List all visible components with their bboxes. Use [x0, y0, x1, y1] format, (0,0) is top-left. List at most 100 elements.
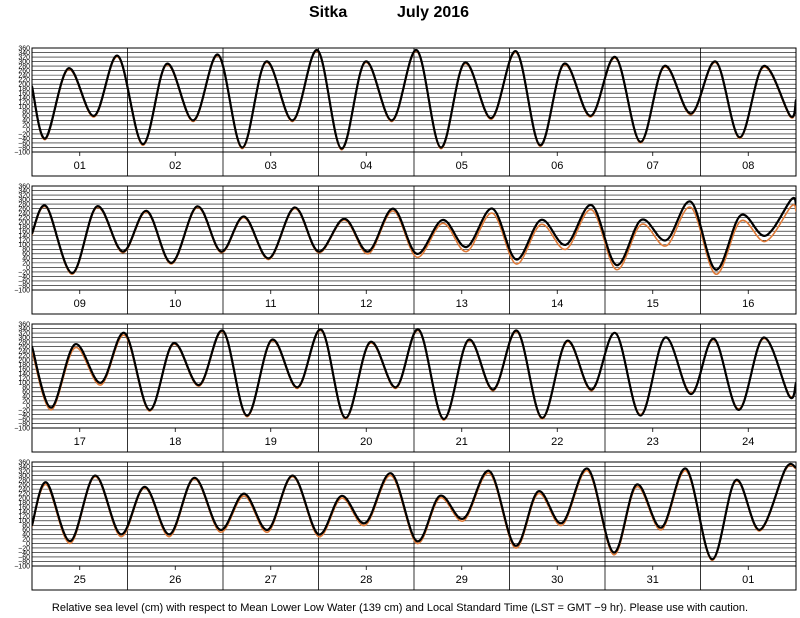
y-tick-label: 300	[18, 473, 30, 480]
day-label: 15	[647, 298, 659, 310]
y-tick-label: 200	[18, 496, 30, 503]
y-tick-label: 100	[18, 242, 30, 249]
day-label: 23	[647, 436, 659, 448]
y-tick-label: 140	[18, 371, 30, 378]
y-tick-label: 240	[18, 73, 30, 80]
day-label: 31	[647, 574, 659, 586]
y-tick-label: −40	[18, 550, 30, 557]
panel-3: 3603403203002802602402202001801601401201…	[14, 321, 797, 453]
y-tick-label: −40	[18, 412, 30, 419]
y-tick-label: 120	[18, 100, 30, 107]
y-tick-label: 60	[22, 251, 30, 258]
y-tick-label: 200	[18, 82, 30, 89]
y-tick-label: 220	[18, 215, 30, 222]
series-line-observed	[32, 328, 796, 421]
y-tick-label: 100	[18, 380, 30, 387]
y-tick-label: −60	[18, 140, 30, 147]
series-line-observed	[32, 49, 796, 150]
day-label: 25	[74, 574, 86, 586]
series-line-observed	[32, 196, 796, 275]
y-tick-label: 60	[22, 527, 30, 534]
day-label: 01	[74, 160, 86, 172]
y-tick-label: 320	[18, 192, 30, 199]
day-label: 13	[456, 298, 468, 310]
title-month: July 2016	[397, 4, 470, 21]
y-tick-label: 340	[18, 50, 30, 57]
y-tick-label: 160	[18, 91, 30, 98]
y-tick-label: 60	[22, 113, 30, 120]
y-tick-label: 120	[18, 376, 30, 383]
series-line-predicted	[32, 204, 796, 275]
y-tick-label: 80	[22, 247, 30, 254]
y-tick-label: 240	[18, 211, 30, 218]
y-tick-label: −100	[14, 149, 30, 156]
y-tick-label: 120	[18, 514, 30, 521]
y-tick-label: 0	[26, 127, 30, 134]
y-tick-label: 80	[22, 523, 30, 530]
day-label: 19	[265, 436, 277, 448]
y-tick-label: 300	[18, 197, 30, 204]
day-label: 09	[74, 298, 86, 310]
y-tick-label: 60	[22, 389, 30, 396]
y-tick-label: −100	[14, 425, 30, 432]
y-tick-label: 140	[18, 95, 30, 102]
y-tick-label: −100	[14, 287, 30, 294]
y-tick-label: 320	[18, 330, 30, 337]
y-tick-label: 20	[22, 398, 30, 405]
day-label: 12	[360, 298, 372, 310]
day-label: 22	[551, 436, 563, 448]
y-tick-label: 240	[18, 487, 30, 494]
day-label: 08	[742, 160, 754, 172]
y-tick-label: 180	[18, 362, 30, 369]
day-label: 30	[551, 574, 563, 586]
y-tick-label: 100	[18, 104, 30, 111]
y-tick-label: −60	[18, 416, 30, 423]
y-tick-label: 40	[22, 394, 30, 401]
day-label: 03	[265, 160, 277, 172]
y-tick-label: 260	[18, 206, 30, 213]
chart-title: Sitka July 2016	[0, 4, 800, 28]
y-tick-label: −100	[14, 563, 30, 570]
y-tick-label: 360	[18, 183, 30, 190]
y-tick-label: 180	[18, 86, 30, 93]
day-label: 05	[456, 160, 468, 172]
y-tick-label: −80	[18, 421, 30, 428]
panel-2: 3603403203002802602402202001801601401201…	[14, 183, 797, 315]
y-tick-label: 320	[18, 468, 30, 475]
y-tick-label: 300	[18, 59, 30, 66]
y-tick-label: 340	[18, 188, 30, 195]
y-tick-label: 280	[18, 201, 30, 208]
y-tick-label: 20	[22, 260, 30, 267]
y-tick-label: 0	[26, 541, 30, 548]
y-tick-label: −20	[18, 131, 30, 138]
y-tick-label: −80	[18, 559, 30, 566]
day-label: 27	[265, 574, 277, 586]
y-tick-label: 300	[18, 335, 30, 342]
y-tick-label: 40	[22, 256, 30, 263]
y-tick-label: 180	[18, 500, 30, 507]
day-label: 24	[742, 436, 754, 448]
day-label: 04	[360, 160, 372, 172]
y-tick-label: 200	[18, 358, 30, 365]
y-tick-label: 180	[18, 224, 30, 231]
day-label: 10	[169, 298, 181, 310]
y-tick-label: 0	[26, 265, 30, 272]
y-tick-label: 360	[18, 45, 30, 52]
y-tick-label: 220	[18, 353, 30, 360]
day-label: 29	[456, 574, 468, 586]
y-tick-label: −20	[18, 407, 30, 414]
day-label: 02	[169, 160, 181, 172]
series-line-observed	[32, 462, 796, 561]
y-tick-label: 260	[18, 68, 30, 75]
y-tick-label: −20	[18, 545, 30, 552]
y-tick-label: 360	[18, 459, 30, 466]
y-tick-label: 280	[18, 339, 30, 346]
y-tick-label: −20	[18, 269, 30, 276]
y-tick-label: 100	[18, 518, 30, 525]
y-tick-label: 40	[22, 532, 30, 539]
y-tick-label: 340	[18, 326, 30, 333]
y-tick-label: 80	[22, 385, 30, 392]
y-tick-label: 160	[18, 229, 30, 236]
y-tick-label: 220	[18, 77, 30, 84]
